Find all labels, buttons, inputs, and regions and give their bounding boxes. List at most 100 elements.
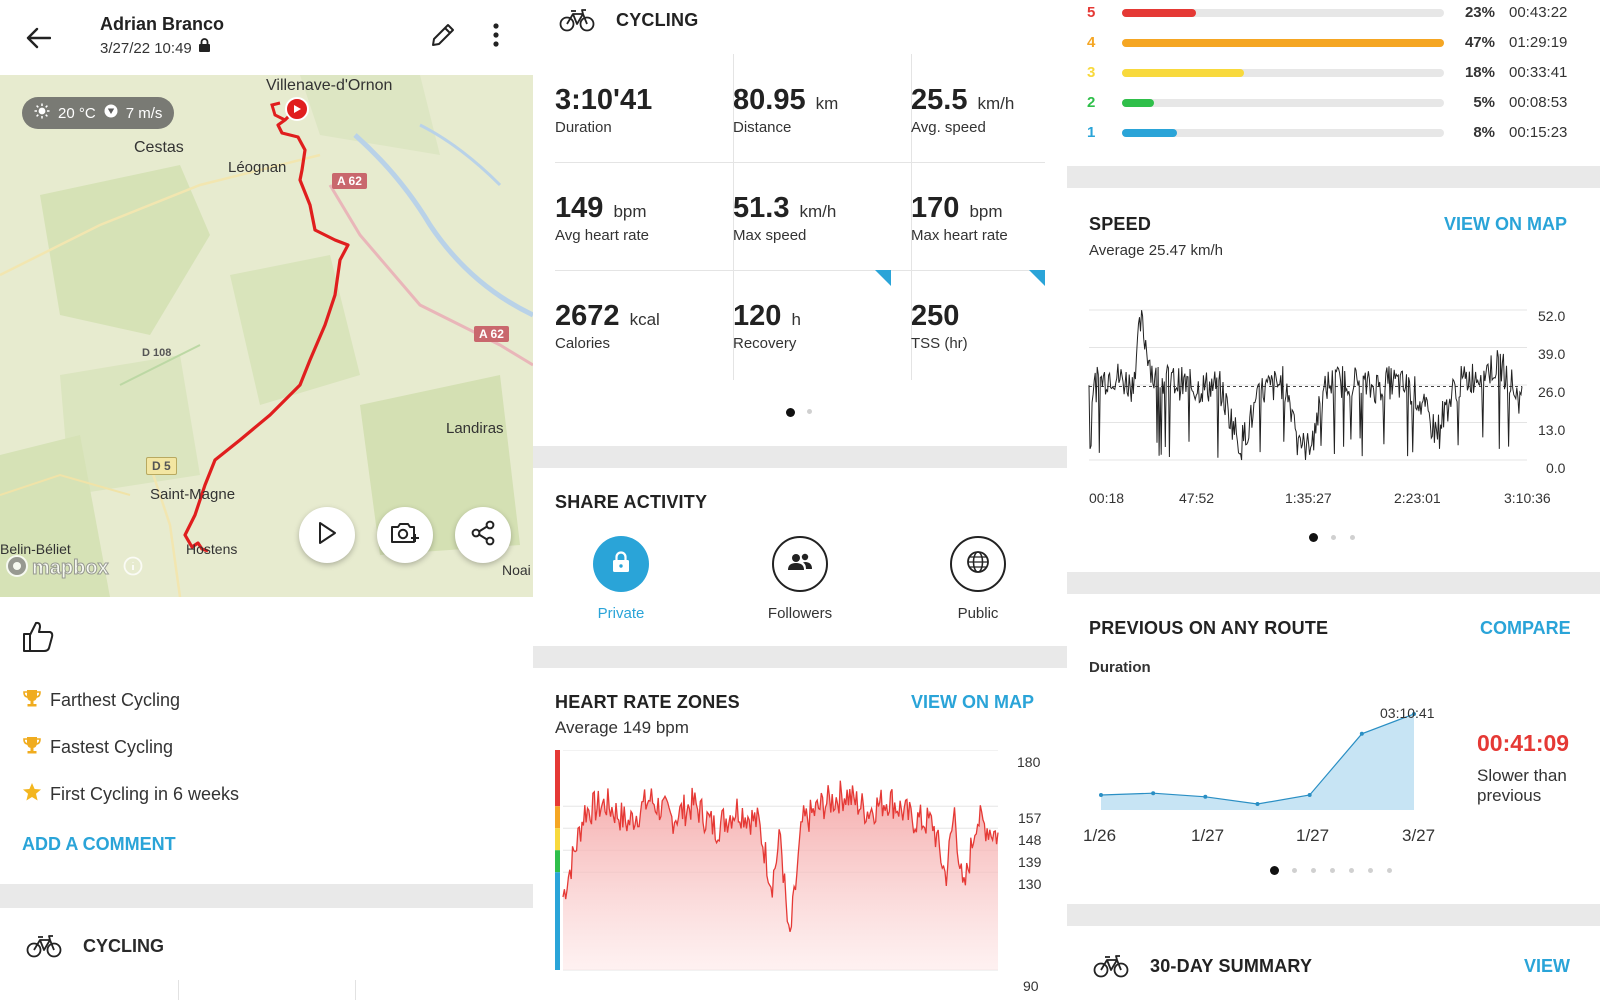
heart-rate-view-on-map-link[interactable]: VIEW ON MAP — [911, 692, 1035, 712]
user-name[interactable]: Adrian Branco — [100, 14, 225, 34]
hr-line — [562, 780, 999, 932]
add-photo-button[interactable] — [377, 507, 433, 563]
stat-value: 25.5 — [911, 84, 968, 116]
page-indicator-dot[interactable] — [807, 409, 812, 414]
hr-zone-band — [555, 872, 560, 970]
page-indicator-dot[interactable] — [1270, 866, 1279, 875]
edit-pencil-icon[interactable] — [428, 20, 458, 55]
info-corner-icon[interactable] — [1029, 270, 1045, 286]
speed-x-tick: 1:35:27 — [1285, 490, 1332, 506]
speed-view-on-map-link[interactable]: VIEW ON MAP — [1444, 214, 1568, 234]
play-icon — [316, 521, 338, 550]
page-indicator-dot[interactable] — [1311, 868, 1316, 873]
info-corner-icon[interactable] — [875, 270, 891, 286]
share-map-button[interactable] — [455, 507, 511, 563]
mapbox-logo-icon — [6, 555, 28, 582]
speed-title: SPEED — [1089, 214, 1152, 234]
page-indicator-dot[interactable] — [786, 408, 795, 417]
page-indicator-dot[interactable] — [1330, 868, 1335, 873]
zone-bar-fill — [1122, 129, 1177, 137]
previous-metric-label: Duration — [1089, 659, 1151, 676]
page-indicator-dot[interactable] — [1368, 868, 1373, 873]
previous-point — [1203, 794, 1208, 799]
previous-duration-chart[interactable] — [1067, 700, 1467, 830]
start-marker-icon[interactable] — [285, 97, 309, 121]
achievement-item: Fastest Cycling — [22, 735, 173, 760]
add-comment-link[interactable]: ADD A COMMENT — [22, 834, 176, 854]
speed-chart[interactable] — [1067, 300, 1600, 490]
road-label: D 108 — [142, 347, 172, 359]
bicycle-icon — [1093, 954, 1129, 983]
play-route-button[interactable] — [299, 507, 355, 563]
achievement-item: First Cycling in 6 weeks — [22, 782, 239, 807]
previous-x-tick: 1/26 — [1083, 826, 1117, 845]
info-icon[interactable] — [123, 556, 143, 581]
stat-label: Distance — [733, 119, 792, 136]
heart-rate-zones-title: HEART RATE ZONES — [555, 692, 740, 712]
road-label: D 5 — [146, 457, 177, 475]
page-indicator-dot[interactable] — [1350, 535, 1355, 540]
zone-percent: 5% — [1473, 94, 1495, 111]
privacy-followers-button[interactable] — [772, 536, 828, 592]
privacy-public-label: Public — [957, 605, 999, 622]
page-indicator-dot[interactable] — [1309, 533, 1318, 542]
zone-number: 4 — [1087, 34, 1096, 51]
privacy-private-label: Private — [597, 605, 645, 622]
trophy-icon — [22, 688, 42, 713]
privacy-public-button[interactable] — [950, 536, 1006, 592]
previous-area — [1101, 714, 1414, 810]
divider — [178, 980, 179, 1000]
stat-avg-speed: 25.5 km/h Avg. speed — [911, 54, 1067, 161]
zone-percent: 23% — [1464, 4, 1495, 21]
summary-view-link[interactable]: VIEW — [1524, 956, 1571, 976]
hr-zone-band — [555, 828, 560, 851]
route-map[interactable]: 20 °C 7 m/s Villenave-d'Ornon Cestas Léo… — [0, 75, 533, 597]
place-label: Landiras — [446, 420, 504, 437]
compare-link[interactable]: COMPARE — [1480, 618, 1571, 638]
weather-wind: 7 m/s — [125, 104, 163, 122]
summary-title: 30-DAY SUMMARY — [1150, 956, 1313, 976]
zone-percent: 47% — [1464, 34, 1495, 51]
stat-duration: 3:10'41 Duration — [555, 54, 733, 161]
stat-unit: km — [815, 94, 839, 113]
lock-icon — [611, 550, 631, 578]
place-label: Cestas — [134, 139, 184, 156]
thumbs-up-icon[interactable] — [20, 618, 56, 659]
section-divider — [533, 446, 1067, 468]
share-activity-title: SHARE ACTIVITY — [555, 492, 708, 512]
stat-label: Max heart rate — [911, 227, 1008, 244]
speed-x-tick: 3:10:36 — [1504, 490, 1551, 506]
page-indicator-dot[interactable] — [1349, 868, 1354, 873]
zone-bar-fill — [1122, 39, 1444, 47]
stat-value: 2672 — [555, 300, 620, 332]
activity-date-row: 3/27/22 10:49 — [100, 38, 211, 58]
previous-x-tick: 3/27 — [1402, 826, 1436, 845]
mapbox-attribution[interactable]: mapbox — [6, 555, 143, 582]
activity-map-panel: Adrian Branco 3/27/22 10:49 — [0, 0, 533, 1000]
back-arrow-icon[interactable] — [20, 20, 56, 56]
share-icon — [470, 520, 496, 551]
stat-max-heart-rate: 170 bpm Max heart rate — [911, 162, 1067, 269]
stat-value: 250 — [911, 300, 960, 332]
stat-tss[interactable]: 250 TSS (hr) — [911, 270, 1067, 377]
hr-y-tick: 148 — [1018, 832, 1042, 848]
privacy-private-button[interactable] — [593, 536, 649, 592]
stat-avg-heart-rate: 149 bpm Avg heart rate — [555, 162, 733, 269]
stat-recovery[interactable]: 120 h Recovery — [733, 270, 911, 377]
speed-y-tick: 52.0 — [1538, 308, 1566, 324]
more-options-icon[interactable] — [492, 22, 500, 53]
page-indicator-dot[interactable] — [1292, 868, 1297, 873]
zone-bar-track — [1122, 69, 1444, 77]
heart-rate-average: Average 149 bpm — [555, 718, 689, 737]
duration-delta: 00:41:09 — [1477, 730, 1570, 756]
stat-label: Max speed — [733, 227, 807, 244]
page-indicator-dot[interactable] — [1331, 535, 1336, 540]
heart-rate-chart[interactable] — [533, 750, 1067, 1000]
stat-label: Recovery — [733, 335, 797, 352]
zone-bar-track — [1122, 39, 1444, 47]
page-indicator-dot[interactable] — [1387, 868, 1392, 873]
section-divider — [0, 884, 533, 908]
achievement-item: Farthest Cycling — [22, 688, 180, 713]
speed-y-tick: 39.0 — [1538, 346, 1566, 362]
stat-value: 80.95 — [733, 84, 806, 116]
